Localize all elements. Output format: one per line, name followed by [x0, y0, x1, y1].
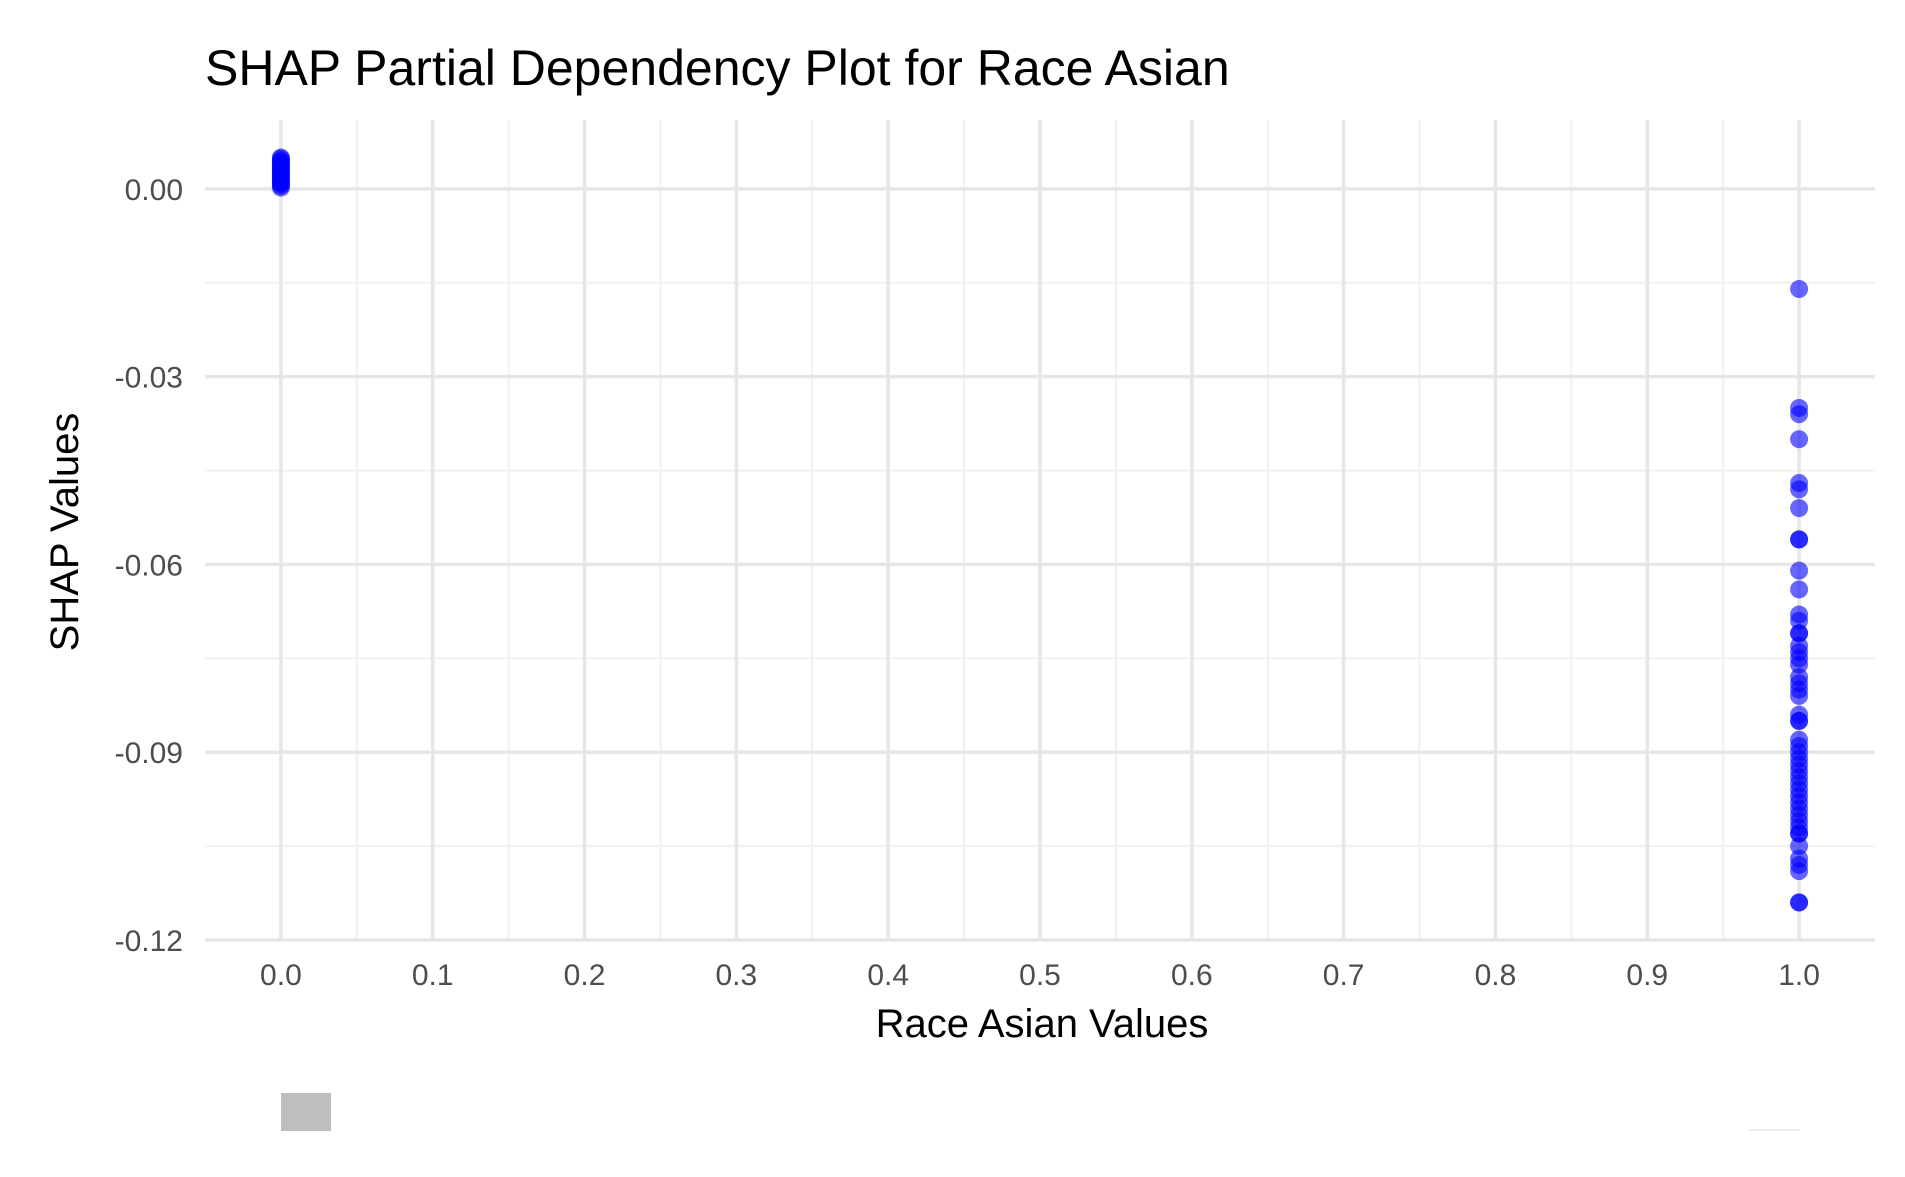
data-point: [1790, 711, 1809, 730]
data-point: [1790, 530, 1809, 549]
x-tick-label: 0.0: [260, 959, 302, 992]
data-point: [271, 178, 290, 197]
x-tick-label: 0.1: [412, 959, 454, 992]
x-tick-label: 0.6: [1171, 959, 1213, 992]
data-point: [1790, 837, 1809, 856]
y-tick-label: 0.00: [125, 174, 183, 207]
x-tick-label: 1.0: [1778, 959, 1820, 992]
data-point: [1790, 430, 1809, 449]
data-point: [1790, 655, 1809, 674]
x-tick-label: 0.2: [564, 959, 606, 992]
x-tick-label: 0.8: [1475, 959, 1517, 992]
data-point: [1790, 280, 1809, 299]
x-tick-label: 0.4: [867, 959, 909, 992]
y-axis-ticks: 0.00 -0.03 -0.06 -0.09 -0.12: [115, 174, 183, 958]
data-points: [271, 148, 1809, 912]
x-tick-label: 0.9: [1626, 959, 1668, 992]
grid-lines: [205, 120, 1875, 942]
legend-swatch: [281, 1093, 331, 1131]
y-tick-label: -0.03: [115, 362, 183, 395]
data-point: [1790, 580, 1809, 599]
y-tick-label: -0.06: [115, 549, 183, 582]
data-point: [1790, 561, 1809, 580]
x-tick-label: 0.5: [1019, 959, 1061, 992]
data-point: [1790, 499, 1809, 518]
data-point: [1790, 405, 1809, 424]
data-point: [1790, 480, 1809, 499]
x-axis-title: Race Asian Values: [876, 1002, 1209, 1046]
data-point: [1790, 893, 1809, 912]
data-point: [1790, 824, 1809, 843]
data-point: [1790, 611, 1809, 630]
y-axis-title: SHAP Values: [43, 413, 87, 652]
x-tick-label: 0.3: [716, 959, 758, 992]
data-point: [1790, 686, 1809, 705]
y-tick-label: -0.09: [115, 737, 183, 770]
data-point: [1790, 862, 1809, 881]
x-tick-label: 0.7: [1323, 959, 1365, 992]
x-axis-ticks: 0.0 0.1 0.2 0.3 0.4 0.5 0.6 0.7 0.8 0.9 1.0: [260, 959, 1820, 992]
data-point: [1790, 624, 1809, 643]
y-tick-label: -0.12: [115, 925, 183, 958]
chart-title: SHAP Partial Dependency Plot for Race As…: [205, 40, 1230, 96]
